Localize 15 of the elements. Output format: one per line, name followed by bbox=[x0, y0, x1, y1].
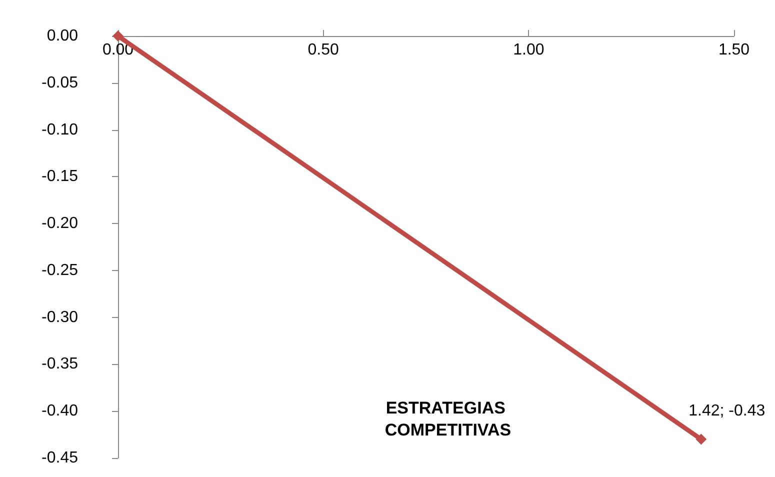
y-tick-label: -0.20 bbox=[42, 215, 78, 232]
y-tick-label: -0.40 bbox=[42, 402, 78, 420]
y-tick-label: 0.00 bbox=[46, 28, 78, 44]
text: ESTRATEGIAS COMPETITIVAS bbox=[384, 398, 512, 440]
data-label: 1.42; -0.43 bbox=[688, 402, 766, 420]
x-tick-label: 1.50 bbox=[718, 42, 750, 58]
y-tick-label: -0.15 bbox=[42, 168, 78, 186]
y-tick-label: -0.25 bbox=[42, 262, 78, 279]
y-tick-label: -0.30 bbox=[42, 308, 78, 326]
x-tick-label: 1.00 bbox=[513, 42, 544, 58]
y-tick-label: -0.05 bbox=[42, 74, 78, 92]
y-tick-label: -0.10 bbox=[42, 121, 78, 138]
y-tick-label: -0.35 bbox=[42, 356, 78, 373]
y-tick-label: -0.45 bbox=[42, 450, 78, 466]
x-tick-label: 0.50 bbox=[308, 42, 340, 58]
